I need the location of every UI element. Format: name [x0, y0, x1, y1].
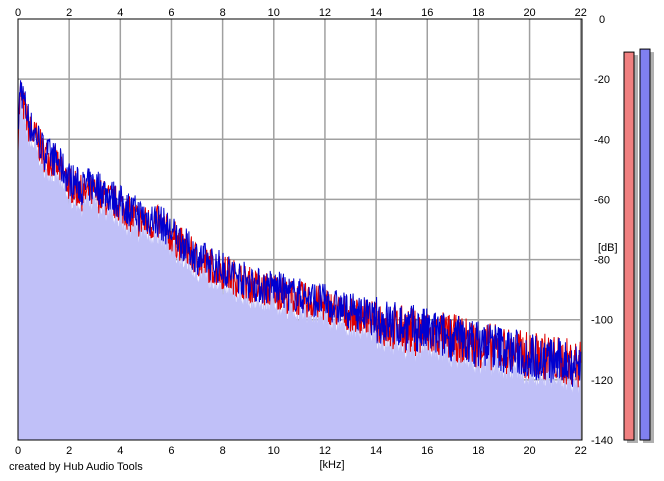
y-tick-label: 0 — [599, 14, 605, 26]
x-tick-label-top: 6 — [168, 7, 174, 19]
x-tick-label-bottom: 6 — [168, 445, 174, 457]
level-meter-left — [623, 51, 635, 441]
x-tick-label-bottom: 16 — [421, 445, 433, 457]
x-tick-label-bottom: 2 — [66, 445, 72, 457]
plot-frame — [17, 18, 583, 441]
y-tick-label: -120 — [591, 375, 613, 387]
y-tick-label: -60 — [594, 194, 610, 206]
x-axis-bottom: 0 2 4 6 8 10 12 14 16 18 20 22 — [15, 445, 587, 457]
level-meters — [623, 48, 654, 443]
spectrum-fill-area — [18, 90, 581, 440]
credit-text: created by Hub Audio Tools — [9, 461, 143, 473]
x-tick-label-top: 16 — [421, 7, 433, 19]
x-tick-label-top: 8 — [220, 7, 226, 19]
x-tick-label-bottom: 12 — [319, 445, 331, 457]
x-tick-label-top: 20 — [523, 7, 535, 19]
x-tick-label-bottom: 10 — [268, 445, 280, 457]
level-meter-right — [639, 48, 651, 441]
y-tick-label: -80 — [594, 255, 610, 267]
y-tick-label: -20 — [594, 74, 610, 86]
x-tick-label-top: 22 — [575, 7, 587, 19]
x-axis-label: [kHz] — [319, 459, 344, 471]
x-tick-label-top: 14 — [370, 7, 382, 19]
y-tick-label: -100 — [591, 315, 613, 327]
y-axis-right: 0 -20 -40 -60 -80 -100 -120 -140 — [591, 14, 613, 447]
x-tick-label-bottom: 14 — [370, 445, 382, 457]
x-tick-label-bottom: 22 — [575, 445, 587, 457]
series-lines — [17, 80, 582, 388]
x-tick-label-bottom: 0 — [15, 445, 21, 457]
x-tick-label-top: 12 — [319, 7, 331, 19]
y-tick-label: -140 — [591, 435, 613, 447]
x-tick-label-bottom: 18 — [472, 445, 484, 457]
series-line-blue — [17, 80, 582, 387]
x-tick-label-top: 2 — [66, 7, 72, 19]
x-axis-top: 0 2 4 6 8 10 12 14 16 18 20 22 — [15, 7, 587, 19]
x-tick-label-top: 4 — [117, 7, 123, 19]
x-tick-label-bottom: 8 — [220, 445, 226, 457]
y-axis-label: [dB] — [598, 242, 618, 254]
x-tick-label-bottom: 20 — [523, 445, 535, 457]
x-tick-label-bottom: 4 — [117, 445, 123, 457]
x-tick-label-top: 18 — [472, 7, 484, 19]
x-tick-label-top: 10 — [268, 7, 280, 19]
x-tick-label-top: 0 — [15, 7, 21, 19]
y-tick-label: -40 — [594, 134, 610, 146]
